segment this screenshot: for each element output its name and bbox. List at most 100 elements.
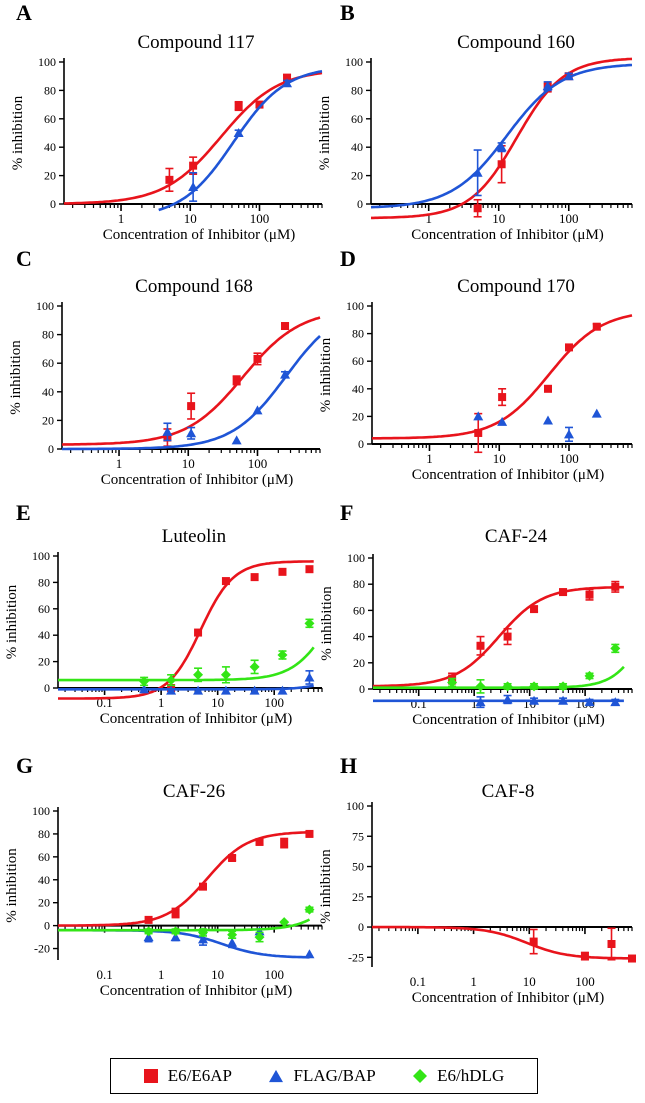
marker-square: [255, 837, 264, 846]
marker-triangle: [197, 934, 208, 944]
y-tick-label: 60: [38, 602, 50, 616]
series-e6-hdlg: [373, 643, 625, 694]
marker-triangle: [475, 697, 486, 707]
panel-letter: G: [16, 753, 33, 778]
marker-square: [305, 565, 314, 574]
legend-item-e6-e6ap: E6/E6AP: [143, 1066, 232, 1086]
legend-marker-triangle: [269, 1069, 284, 1083]
x-tick-label: 10: [182, 456, 195, 471]
marker-square: [281, 322, 290, 331]
y-tick-label: 60: [42, 356, 54, 370]
y-tick-label: 80: [353, 577, 365, 591]
y-tick-label: 20: [38, 655, 50, 669]
y-axis-label: % inhibition: [4, 584, 20, 659]
y-tick-label: 20: [353, 656, 365, 670]
y-tick-label: 80: [42, 328, 54, 342]
y-tick-label: 100: [345, 55, 363, 69]
y-tick-label: 100: [346, 799, 364, 813]
marker-triangle: [282, 78, 293, 88]
marker-square: [611, 582, 620, 591]
marker-triangle: [304, 949, 315, 959]
x-tick-label: 1: [471, 696, 478, 711]
fit-curve: [58, 918, 311, 932]
series-e6-e6ap: [372, 580, 624, 688]
marker-diamond: [193, 669, 204, 680]
marker-square: [592, 322, 601, 331]
x-tick-label: 10: [184, 211, 197, 226]
marker-triangle: [166, 685, 177, 695]
marker-triangle: [170, 932, 181, 942]
marker-triangle: [277, 685, 288, 695]
y-tick-label: 40: [44, 140, 56, 154]
marker-square: [228, 853, 237, 862]
panel-letter: D: [340, 246, 356, 271]
chart-title: CAF-26: [163, 781, 225, 802]
marker-triangle: [542, 81, 553, 91]
y-tick-label: 60: [352, 354, 364, 368]
marker-square: [232, 376, 241, 385]
panel-G: G CAF-26 -20 0 20 40 60 80 100 % inhibition 0.1 1 10…: [4, 753, 323, 999]
y-tick-label: 100: [347, 551, 365, 565]
series-flag-bap: [58, 670, 315, 695]
y-tick-label: 100: [32, 804, 50, 818]
marker-triangle: [563, 429, 574, 439]
x-axis-label: Concentration of Inhibitor (μM): [412, 712, 605, 728]
marker-square: [580, 952, 589, 961]
marker-diamond: [279, 917, 290, 928]
marker-triangle: [231, 435, 242, 445]
fit-curve: [61, 316, 321, 446]
fit-curve: [372, 925, 633, 960]
marker-triangle: [610, 697, 621, 707]
marker-triangle: [233, 128, 244, 137]
panel-letter: C: [16, 246, 32, 271]
y-tick-label: 0: [48, 442, 54, 456]
series-flag-bap: [373, 694, 624, 709]
y-tick-label: 0: [44, 919, 50, 933]
y-tick-label: 60: [353, 603, 365, 617]
fit-curve: [58, 928, 310, 959]
marker-diamond: [249, 661, 260, 672]
y-tick-label: 0: [359, 682, 365, 696]
x-tick-label: 0.1: [410, 974, 426, 989]
y-tick-label: 20: [352, 409, 364, 423]
panel-B: B Compound 160 0 20 40 60 80 100 % inhibition 1 10…: [317, 0, 633, 243]
fit-curve: [158, 69, 323, 212]
panel-letter: F: [340, 500, 353, 525]
marker-square: [255, 100, 264, 109]
marker-triangle: [591, 408, 602, 418]
marker-triangle: [280, 369, 291, 379]
y-tick-label: 100: [346, 299, 364, 313]
marker-square: [607, 940, 616, 948]
marker-square: [474, 428, 483, 437]
marker-square: [165, 175, 174, 184]
marker-square: [171, 909, 180, 918]
series-e6-hdlg: [58, 618, 315, 687]
series-flag-bap: [370, 63, 633, 209]
x-tick-label: 1: [426, 451, 433, 466]
x-axis-label: Concentration of Inhibitor (μM): [411, 227, 604, 243]
y-tick-label: -25: [348, 950, 364, 964]
marker-square: [234, 102, 243, 111]
marker-diamond: [558, 681, 569, 692]
marker-square: [278, 567, 287, 576]
legend-marker-diamond: [413, 1069, 428, 1083]
panel-letter: A: [16, 0, 32, 25]
y-tick-label: 20: [42, 413, 54, 427]
chart-title: Compound 170: [457, 276, 575, 297]
y-tick-label: 80: [38, 575, 50, 589]
chart-title: Compound 117: [138, 32, 255, 53]
marker-diamond: [447, 677, 458, 688]
marker-diamond: [475, 681, 486, 692]
x-tick-label: 100: [559, 451, 579, 466]
marker-square: [503, 632, 512, 641]
y-tick-label: 20: [351, 169, 363, 183]
y-tick-label: 60: [38, 850, 50, 864]
fit-curve: [373, 665, 625, 690]
series-e6-e6ap: [372, 925, 636, 963]
x-axis-label: Concentration of Inhibitor (μM): [101, 472, 294, 488]
marker-square: [305, 829, 314, 838]
marker-triangle: [139, 684, 150, 694]
marker-triangle: [497, 416, 508, 426]
marker-triangle: [193, 685, 204, 695]
